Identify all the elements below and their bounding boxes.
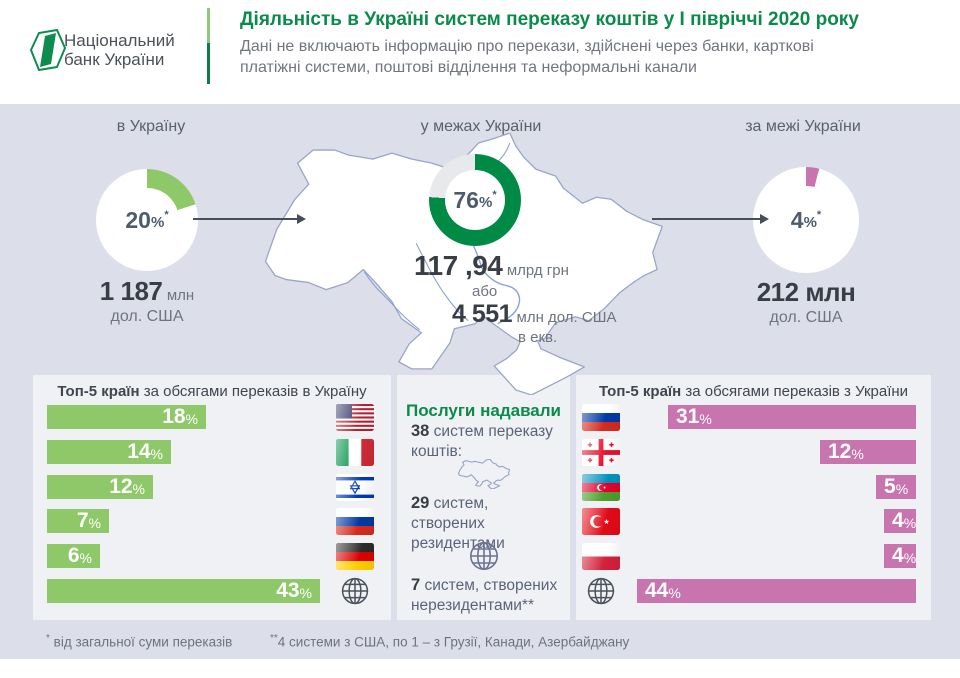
panel-top5-outgoing: Топ-5 країн за обсягами переказів з Укра… — [576, 375, 931, 620]
header: Національний банк України Діяльність в У… — [0, 0, 960, 104]
flag-ge-icon — [582, 439, 620, 466]
bar-інші країни: 43% — [47, 579, 320, 603]
panel-top5-incoming: Топ-5 країн за обсягами переказів в Укра… — [33, 375, 391, 620]
bar-Італія: 14% — [47, 440, 171, 464]
bar-США: 18% — [47, 405, 206, 429]
flag-de-icon — [336, 543, 374, 570]
bar-Туреччина: 4% — [884, 509, 916, 533]
donut-incoming-percent: 20% * — [125, 206, 169, 233]
services-total: 38 систем переказу коштів: — [411, 422, 553, 460]
arrow-incoming — [193, 214, 306, 224]
label-within: у межах України — [420, 118, 542, 135]
flag-it-icon — [336, 439, 374, 466]
footnote-1: * від загальної суми переказів — [46, 633, 233, 650]
flag-ru-icon — [336, 508, 374, 535]
donut-outgoing: 4% * — [753, 167, 859, 273]
globe-icon — [336, 577, 374, 605]
page-title: Діяльність в Україні систем переказу кош… — [240, 9, 859, 30]
amount-outgoing: 212 млн дол. США — [756, 277, 856, 326]
donut-within: 76% * — [429, 154, 521, 246]
panel-services: Послуги надавали 38 систем переказу кошт… — [397, 375, 570, 620]
globe-icon — [467, 539, 501, 578]
donut-within-percent: 76% * — [453, 186, 497, 213]
flag-tr-icon: ★ — [582, 508, 620, 535]
amount-within: 117 ,94 млрд грн або 4 551 млн дол. США … — [414, 250, 617, 346]
flag-us-icon — [336, 404, 374, 431]
bar-Ізраїль: 12% — [47, 475, 153, 499]
panel-top5-incoming-title: Топ-5 країн за обсягами переказів в Укра… — [57, 383, 367, 400]
bar-Грузія: 12% — [820, 440, 916, 464]
flag-il-icon — [336, 474, 374, 501]
label-outgoing: за межі України — [745, 118, 861, 135]
panel-top5-outgoing-title: Топ-5 країн за обсягами переказів з Укра… — [598, 383, 909, 400]
bar-інші країни: 44% — [637, 579, 916, 603]
flag-ru-icon — [582, 404, 620, 431]
footnote-2: **4 системи з США, по 1 – з Грузії, Кана… — [270, 633, 630, 650]
services-heading: Послуги надавали — [405, 401, 562, 420]
nbu-logo-icon — [29, 28, 67, 72]
page-subtitle: Дані не включають інформацію про переказ… — [240, 38, 814, 76]
amount-incoming: 1 187 млн дол. США — [99, 276, 195, 325]
services-nonresident: 7 систем, створених нерезидентами** — [411, 576, 558, 614]
svg-text:★: ★ — [603, 518, 609, 526]
arrow-outgoing — [652, 214, 769, 224]
nbu-logo-text: Національний банк України — [64, 31, 175, 69]
header-divider — [207, 8, 210, 84]
bar-Азербайджан: 5% — [876, 475, 916, 499]
services-resident: 29 систем, створених резидентами — [411, 494, 505, 552]
label-incoming: в Україну — [116, 118, 186, 135]
river-dnister — [364, 272, 419, 330]
globe-icon — [582, 577, 620, 605]
bar-Німеччина: 6% — [47, 544, 100, 568]
flag-pl-icon — [582, 543, 620, 570]
donut-outgoing-percent: 4% * — [790, 206, 822, 233]
ukraine-outline-icon — [458, 459, 510, 489]
bar-Польща: 4% — [884, 544, 916, 568]
flag-az-icon — [582, 474, 620, 501]
bottom-strip — [0, 659, 960, 678]
bar-Росія: 31% — [668, 405, 916, 429]
donut-incoming: 20% * — [96, 169, 198, 271]
bar-Росія: 7% — [47, 509, 109, 533]
